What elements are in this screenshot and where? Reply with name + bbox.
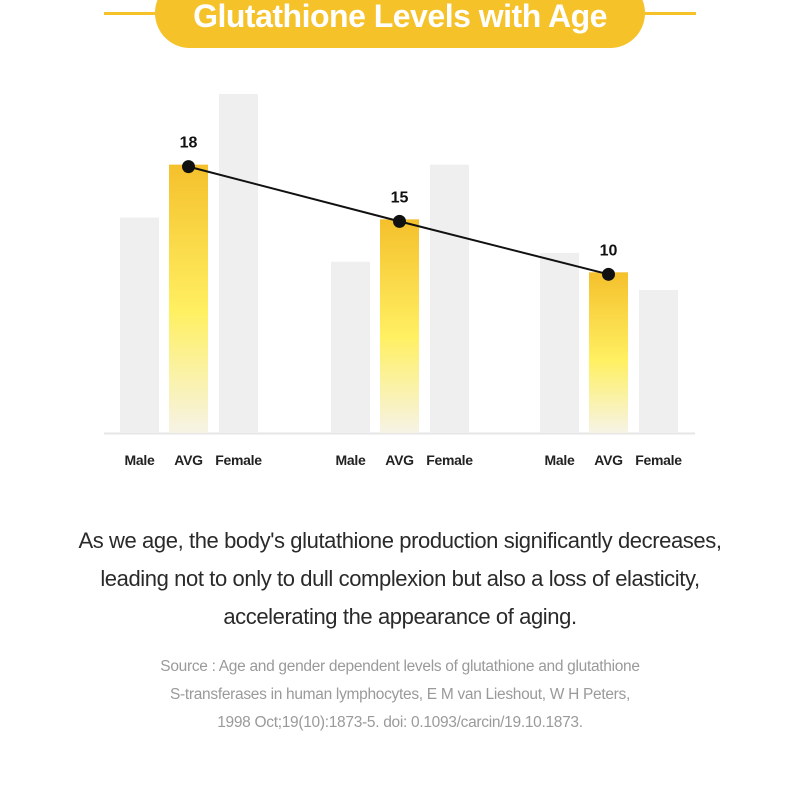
title-banner: Glutathione Levels with Age [155, 0, 645, 48]
avg-point-1 [182, 160, 195, 174]
category-label-2-avg: AVG [385, 452, 414, 468]
source-line-2: S-transferases in human lymphocytes, E M… [169, 686, 631, 703]
data-label-1: 18 [180, 135, 198, 152]
category-label-3-female: Female [635, 452, 682, 468]
description-line-1: As we age, the body's glutathione produc… [78, 528, 722, 553]
title-decoration-right [636, 12, 696, 15]
description: As we age, the body's glutathione produc… [60, 522, 740, 636]
bar-group-3-avg [589, 272, 628, 433]
bar-group-1-male [120, 217, 159, 433]
bar-group-3-female [639, 289, 678, 433]
bar-group-1-female [219, 94, 258, 433]
bar-group-3-male [540, 252, 579, 433]
data-label-3: 10 [600, 242, 618, 259]
source-line-1: Source : Age and gender dependent levels… [160, 658, 640, 675]
bar-chart: Male AVG Female Male AVG Female Male AVG Female … [104, 94, 695, 468]
description-line-3: accelerating the appearance of aging. [223, 604, 577, 629]
category-label-3-male: Male [545, 452, 575, 468]
bar-group-2-male [331, 261, 370, 433]
description-line-2: leading not to only to dull complexion b… [100, 566, 700, 591]
data-label-2: 15 [391, 189, 409, 206]
bar-group-1-avg [169, 164, 208, 433]
source-citation: Source : Age and gender dependent levels… [60, 653, 740, 737]
category-label-1-female: Female [215, 452, 262, 468]
avg-point-3 [602, 267, 615, 281]
source-line-3: 1998 Oct;19(10):1873-5. doi: 0.1093/carc… [217, 714, 583, 731]
bar-group-2-avg [380, 219, 419, 433]
category-label-1-avg: AVG [174, 452, 203, 468]
chart-title: Glutathione Levels with Age [193, 0, 607, 34]
title-decoration-left [104, 12, 164, 15]
category-label-2-male: Male [336, 452, 366, 468]
avg-point-2 [393, 214, 406, 228]
bar-group-2-female [430, 164, 469, 433]
category-label-3-avg: AVG [594, 452, 623, 468]
category-label-1-male: Male [125, 452, 155, 468]
category-label-2-female: Female [426, 452, 473, 468]
